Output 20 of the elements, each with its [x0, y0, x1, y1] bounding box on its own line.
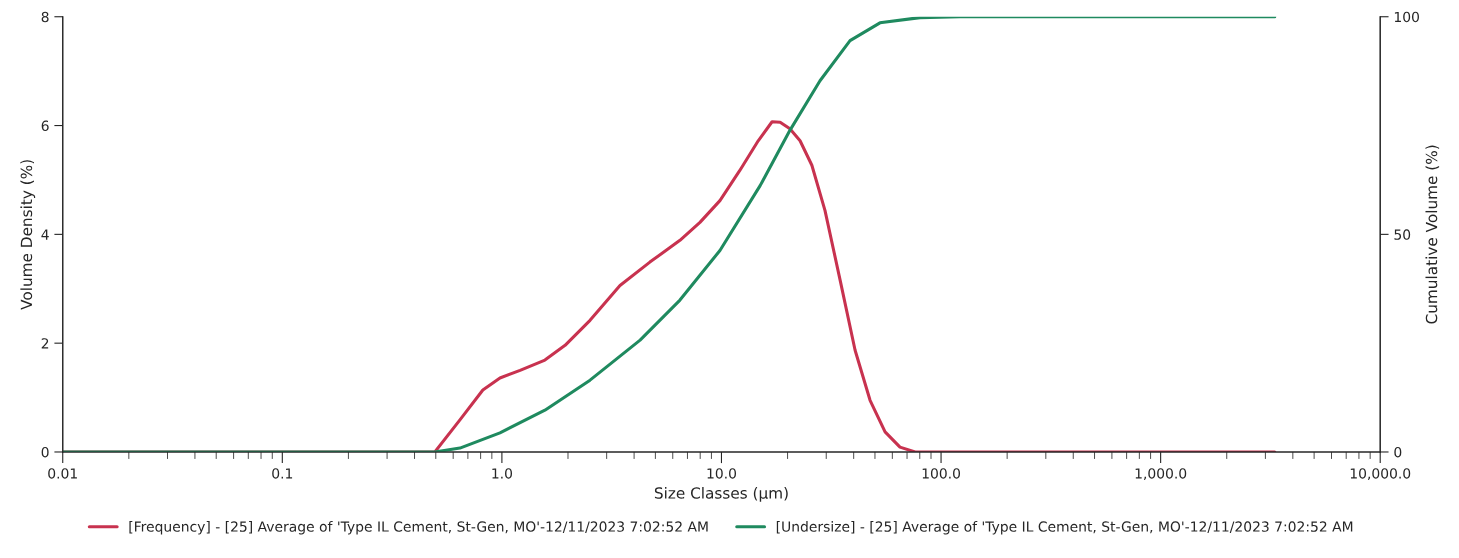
- y-tick-label: 6: [41, 120, 49, 132]
- x-tick-label: 100.0: [922, 468, 961, 479]
- y-tick-label: 4: [41, 229, 49, 240]
- x-tick-label: 0.1: [272, 468, 293, 479]
- legend-label: [Frequency] - [25] Average of 'Type IL Cement, St-Gen, MO'-12/11/2023 7:02:52 AM: [129, 521, 708, 535]
- y-axis-title: Volume Density (%): [20, 160, 36, 310]
- x-axis-title: Size Classes (µm): [654, 486, 788, 502]
- x-tick-label: 1.0: [492, 468, 513, 479]
- y2-tick-label: 0: [1394, 446, 1402, 458]
- x-tick-label: 10,000.0: [1350, 468, 1411, 481]
- x-tick-label: 10.0: [707, 468, 737, 479]
- x-tick-label: 1,000.0: [1135, 468, 1187, 481]
- y2-tick-label: 100: [1394, 11, 1419, 23]
- x-tick-label: 0.01: [48, 468, 77, 479]
- legend-label: [Undersize] - [25] Average of 'Type IL Cement, St-Gen, MO'-12/11/2023 7:02:52 AM: [776, 521, 1353, 535]
- y2-axis-title: Cumulative Volume (%): [1425, 145, 1440, 324]
- y2-tick-label: 50: [1394, 229, 1411, 240]
- y-tick-label: 2: [41, 338, 49, 349]
- y-tick-label: 8: [41, 11, 49, 23]
- y-tick-label: 0: [41, 446, 49, 458]
